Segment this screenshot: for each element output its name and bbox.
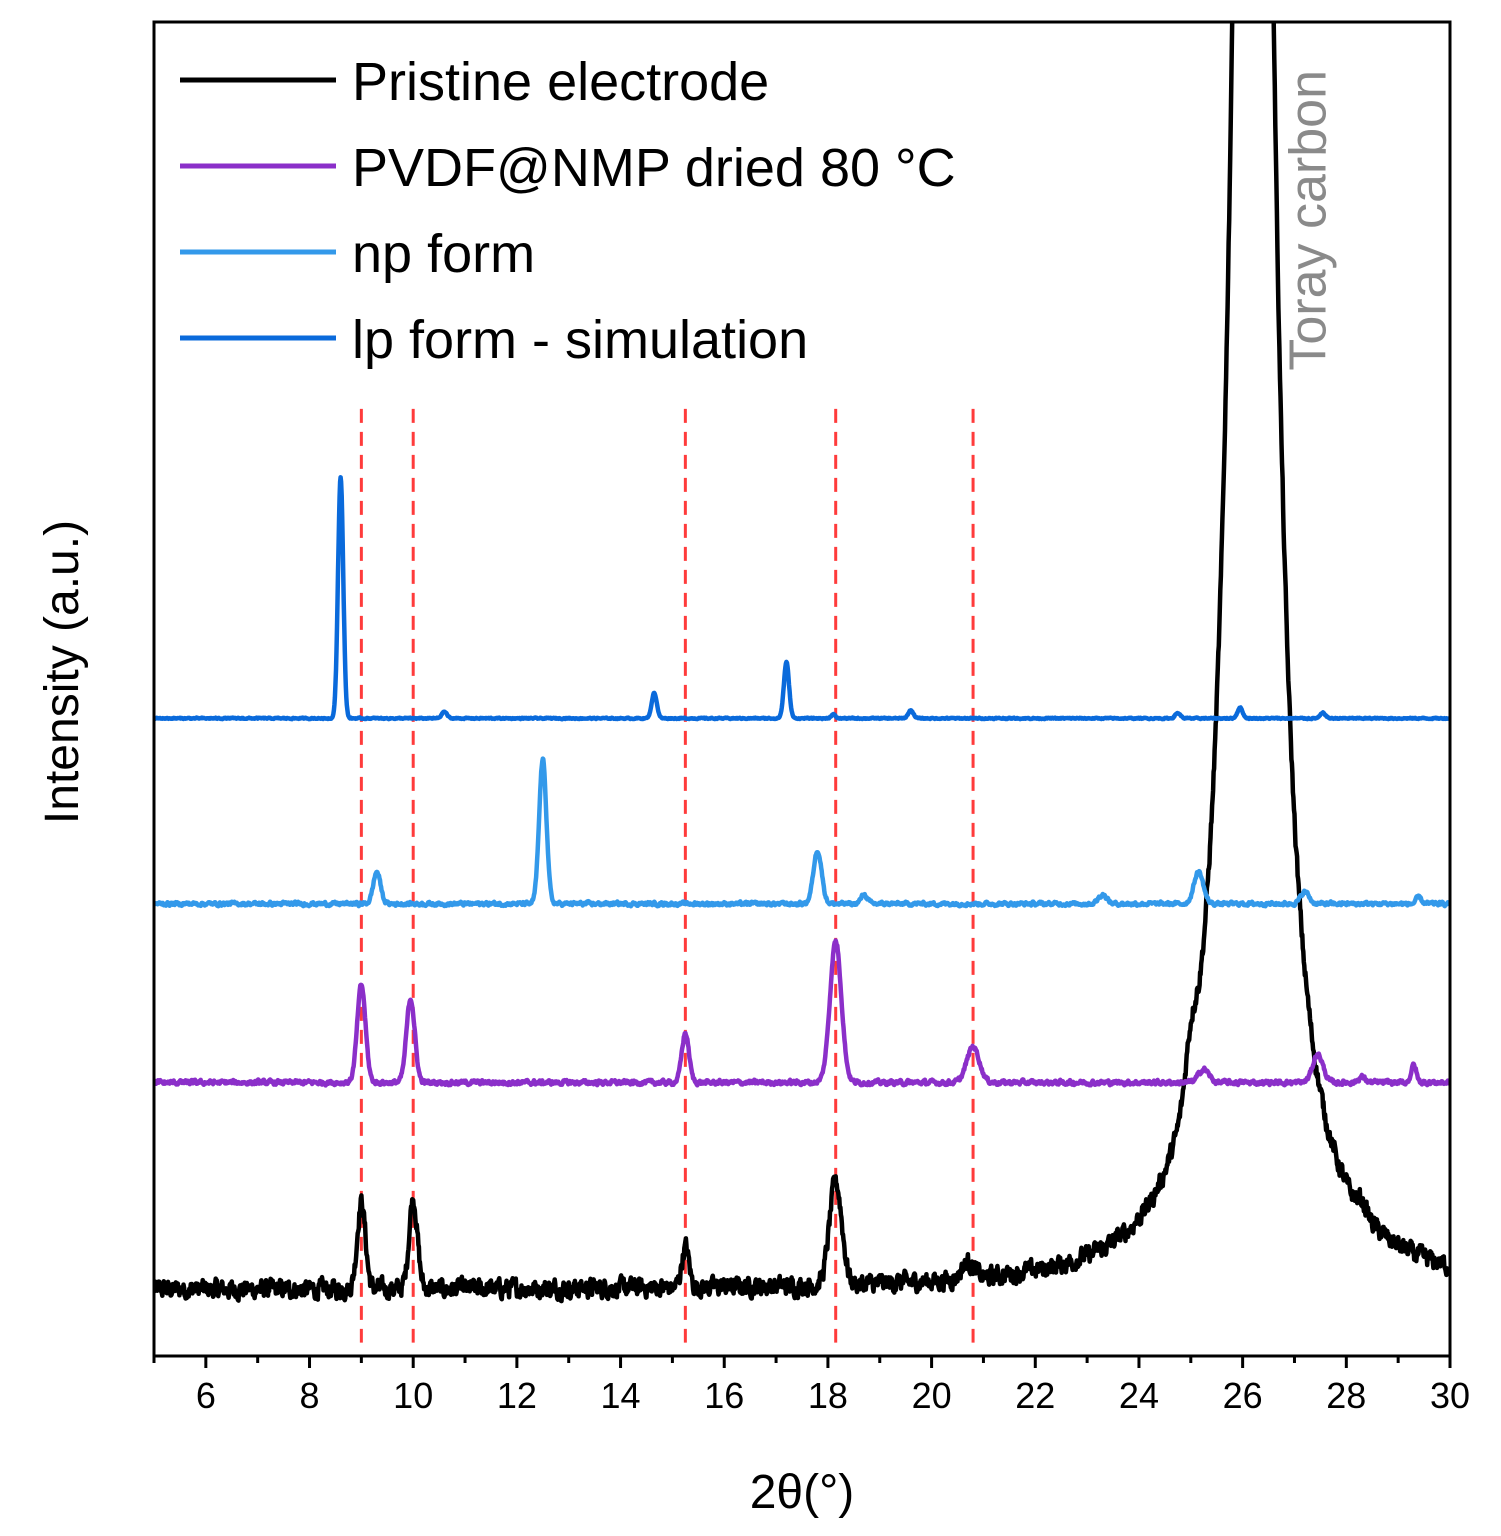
legend-label-np-form: np form	[352, 224, 535, 284]
x-tick-label: 6	[196, 1375, 216, 1416]
plot-frame	[152, 20, 1452, 1358]
legend-label-pristine: Pristine electrode	[352, 52, 769, 112]
x-tick-label: 22	[1015, 1375, 1055, 1416]
reference-lines	[359, 408, 975, 1343]
x-tick-label: 16	[704, 1375, 744, 1416]
series-line-pvdf-nmp-dried-80-c	[154, 938, 1450, 1088]
x-tick-label: 30	[1430, 1375, 1470, 1416]
y-axis-title: Intensity (a.u.)	[36, 520, 89, 824]
legend-label-lp-form: lp form - simulation	[352, 310, 808, 370]
x-tick-label: 26	[1223, 1375, 1263, 1416]
series-line-pristine-electrode	[154, 22, 1450, 1304]
x-axis-title: 2θ(°)	[750, 1466, 855, 1519]
series-line-np-form	[154, 756, 1450, 909]
toray-carbon-annotation: Toray carbon	[1280, 70, 1338, 371]
x-axis-ticks: 6 8 10 12 14 16 18 20 22 24 26 28 30	[152, 1356, 1470, 1416]
series-layer	[154, 22, 1450, 1304]
series-line-lp-form-simulation	[154, 475, 1450, 722]
x-tick-label: 20	[912, 1375, 952, 1416]
x-tick-label: 24	[1119, 1375, 1159, 1416]
x-tick-label: 10	[393, 1375, 433, 1416]
x-tick-label: 14	[601, 1375, 641, 1416]
x-tick-label: 12	[497, 1375, 537, 1416]
x-tick-label: 8	[300, 1375, 320, 1416]
legend-label-pvdf: PVDF@NMP dried 80 °C	[352, 138, 956, 198]
legend: Pristine electrode PVDF@NMP dried 80 °C …	[180, 52, 956, 370]
x-tick-label: 28	[1326, 1375, 1366, 1416]
x-tick-label: 18	[808, 1375, 848, 1416]
